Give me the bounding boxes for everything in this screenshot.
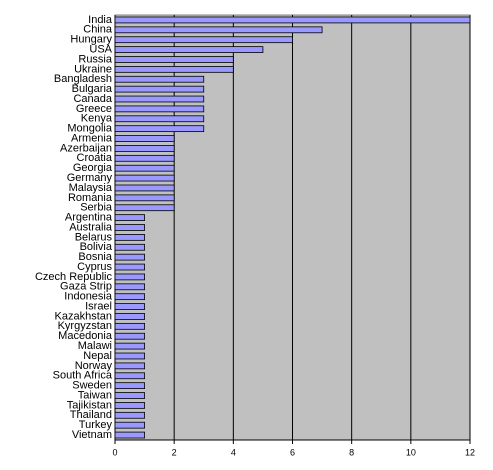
y-tick-label: Greece	[76, 103, 112, 115]
bar	[114, 16, 471, 24]
y-tick-label: Kazakhstan	[55, 310, 112, 322]
y-tick-label: Canada	[73, 93, 112, 105]
x-tick-label: 10	[406, 447, 416, 457]
y-tick-label: Turkey	[79, 419, 113, 431]
y-tick-label: Georgia	[73, 162, 113, 174]
y-tick-label: India	[88, 14, 113, 26]
bar	[114, 115, 205, 123]
y-tick-label: Australia	[69, 221, 113, 233]
bar	[114, 303, 145, 310]
x-tick-label: 0	[112, 447, 117, 457]
y-tick-label: Armenia	[71, 132, 113, 144]
bar	[114, 352, 145, 360]
y-tick-label: Kenya	[81, 113, 113, 125]
bar	[114, 313, 145, 320]
y-tick-label: Croatia	[77, 152, 113, 164]
bar	[114, 402, 145, 409]
y-tick-label: Israel	[85, 300, 112, 312]
bar	[114, 392, 145, 399]
bar	[114, 263, 145, 271]
bar	[114, 372, 145, 380]
y-tick-label: South Africa	[53, 370, 113, 382]
y-tick-label: Russia	[78, 53, 113, 65]
bar	[114, 362, 145, 370]
bar	[114, 95, 205, 103]
y-tick-label: Kyrgyzstan	[58, 320, 112, 332]
y-tick-label: Bulgaria	[72, 83, 113, 95]
bar	[114, 332, 145, 340]
y-tick-label: Argentina	[65, 212, 113, 224]
x-tick-label: 4	[231, 447, 236, 457]
bar	[114, 411, 145, 419]
bar	[114, 421, 145, 429]
x-tick-label: 12	[465, 447, 475, 457]
x-tick-label: 2	[172, 447, 177, 457]
bar	[114, 342, 145, 350]
bar	[114, 174, 175, 182]
y-tick-label: Belarus	[75, 231, 113, 243]
y-tick-label: Bosnia	[78, 251, 113, 263]
bar	[114, 164, 175, 172]
y-tick-label: USA	[89, 43, 112, 55]
y-tick-label: Malaysia	[69, 182, 113, 194]
y-tick-label: Bolivia	[80, 241, 113, 253]
bar	[114, 85, 205, 93]
y-tick-label: Norway	[75, 360, 113, 372]
y-tick-label: China	[83, 24, 113, 36]
bar	[114, 322, 145, 330]
bar	[114, 204, 175, 212]
y-tick-label: Cyprus	[77, 261, 112, 273]
bar	[114, 253, 145, 261]
bar	[114, 184, 175, 192]
y-tick-label: Romania	[68, 192, 113, 204]
x-tick-label: 6	[290, 447, 295, 457]
bar	[114, 431, 145, 439]
y-tick-label: Taiwan	[78, 389, 112, 401]
y-tick-label: Mongolia	[67, 123, 113, 135]
y-tick-label: Tajikistan	[67, 399, 112, 411]
y-tick-label: Hungary	[70, 34, 112, 46]
bar	[114, 145, 175, 152]
y-tick-label: Nepal	[83, 350, 112, 362]
y-tick-label: Indonesia	[64, 291, 113, 303]
bar	[114, 273, 145, 281]
bar	[114, 26, 323, 34]
y-tick-label: Bangladesh	[54, 73, 112, 85]
y-tick-label: Malawi	[78, 340, 112, 352]
x-tick-label: 8	[349, 447, 354, 457]
y-tick-label: Vietnam	[72, 429, 112, 441]
bar	[114, 293, 145, 301]
bar	[114, 194, 175, 202]
y-tick-label: Germany	[67, 172, 113, 184]
y-tick-label: Czech Republic	[35, 271, 113, 283]
bar	[114, 214, 145, 221]
bar	[114, 135, 175, 142]
y-tick-label: Thailand	[70, 409, 112, 421]
bar	[114, 125, 205, 133]
bar	[114, 154, 175, 162]
bar	[114, 56, 234, 63]
y-tick-label: Ukraine	[74, 63, 112, 75]
bar	[114, 243, 145, 251]
bar	[114, 75, 205, 83]
y-tick-label: Gaza Strip	[60, 281, 112, 293]
y-tick-label: Serbia	[80, 202, 113, 214]
y-tick-label: Sweden	[72, 380, 112, 392]
y-tick-label: Azerbaijan	[60, 142, 112, 154]
bar	[114, 46, 264, 53]
bar	[114, 283, 145, 291]
bar	[114, 105, 205, 113]
bar	[114, 65, 234, 73]
bar	[114, 224, 145, 231]
bar	[114, 382, 145, 390]
bar	[114, 36, 293, 44]
y-tick-label: Macedonia	[58, 330, 113, 342]
bar	[114, 234, 145, 241]
